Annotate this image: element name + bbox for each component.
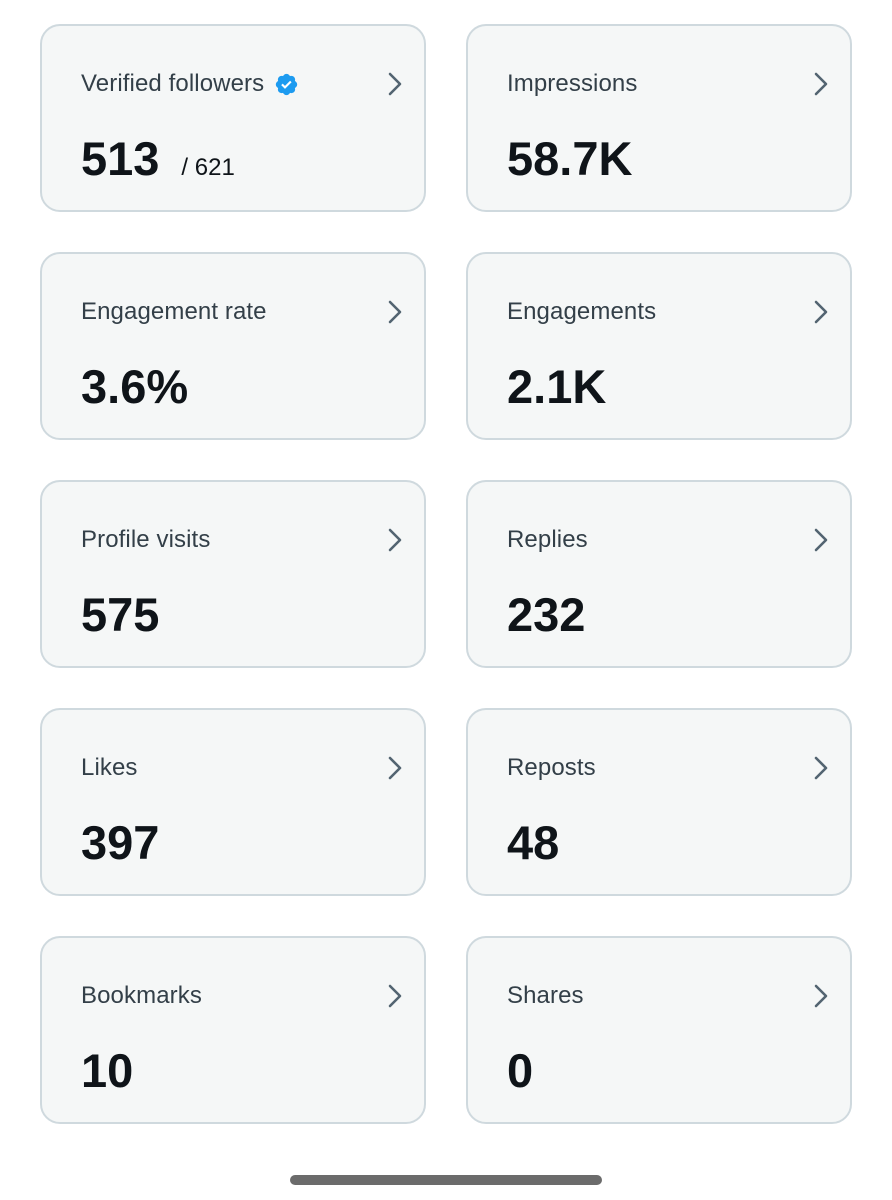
- card-title: Reposts: [507, 754, 596, 781]
- card-value: 0: [507, 1044, 534, 1097]
- card-value: 2.1K: [507, 360, 607, 413]
- card-value: 58.7K: [507, 132, 633, 185]
- card-title: Bookmarks: [81, 982, 202, 1009]
- card-title: Engagements: [507, 298, 657, 325]
- card-impressions[interactable]: Impressions 58.7K: [466, 24, 852, 212]
- chevron-right-icon: [388, 528, 402, 552]
- card-value: 10: [81, 1044, 134, 1097]
- card-value: 513: [81, 132, 160, 185]
- home-indicator-bar[interactable]: [290, 1175, 602, 1185]
- card-value: 232: [507, 588, 586, 641]
- analytics-grid: Verified followers 513 / 621 Impressions…: [40, 24, 852, 1124]
- card-value: 575: [81, 588, 160, 641]
- verified-badge-icon: [276, 73, 298, 95]
- card-profile-visits[interactable]: Profile visits 575: [40, 480, 426, 668]
- card-title: Profile visits: [81, 526, 211, 553]
- card-value: 3.6%: [81, 360, 189, 413]
- card-bookmarks[interactable]: Bookmarks 10: [40, 936, 426, 1124]
- chevron-right-icon: [814, 756, 828, 780]
- card-title: Likes: [81, 754, 138, 781]
- card-title: Shares: [507, 982, 584, 1009]
- card-engagement-rate[interactable]: Engagement rate 3.6%: [40, 252, 426, 440]
- chevron-right-icon: [814, 984, 828, 1008]
- chevron-right-icon: [814, 72, 828, 96]
- card-replies[interactable]: Replies 232: [466, 480, 852, 668]
- card-engagements[interactable]: Engagements 2.1K: [466, 252, 852, 440]
- chevron-right-icon: [388, 756, 402, 780]
- card-title: Verified followers: [81, 70, 265, 97]
- card-title: Replies: [507, 526, 588, 553]
- chevron-right-icon: [814, 300, 828, 324]
- card-reposts[interactable]: Reposts 48: [466, 708, 852, 896]
- card-value: 48: [507, 816, 560, 869]
- chevron-right-icon: [388, 72, 402, 96]
- chevron-right-icon: [388, 300, 402, 324]
- chevron-right-icon: [814, 528, 828, 552]
- card-verified-followers[interactable]: Verified followers 513 / 621: [40, 24, 426, 212]
- card-value: 397: [81, 816, 160, 869]
- card-sub-value: / 621: [181, 154, 235, 181]
- card-likes[interactable]: Likes 397: [40, 708, 426, 896]
- card-shares[interactable]: Shares 0: [466, 936, 852, 1124]
- card-title: Impressions: [507, 70, 638, 97]
- card-title: Engagement rate: [81, 298, 267, 325]
- chevron-right-icon: [388, 984, 402, 1008]
